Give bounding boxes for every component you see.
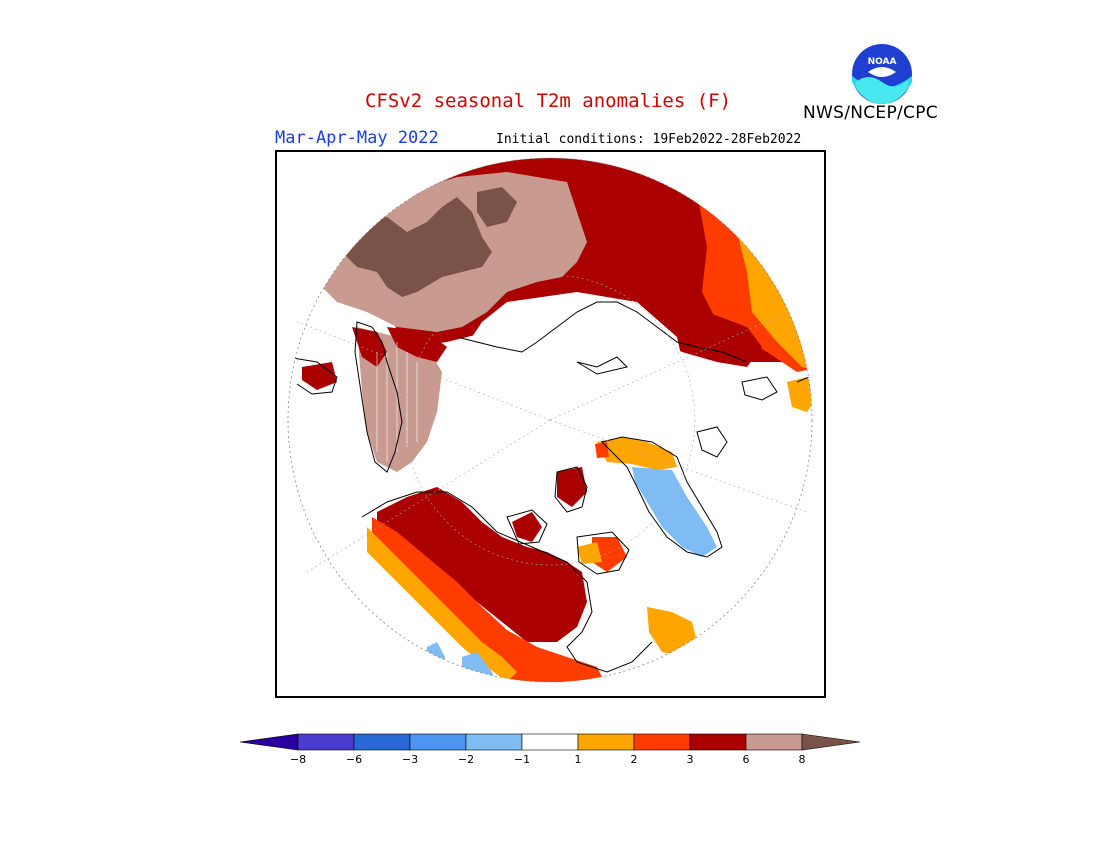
colorbar-tick-label: 6 xyxy=(743,753,750,766)
colorbar-swatch xyxy=(353,733,411,751)
anomaly-region-cool-siberia xyxy=(632,467,717,557)
colorbar-tick-label: 1 xyxy=(575,753,582,766)
colorbar-tick-label: −6 xyxy=(346,753,362,766)
colorbar-swatch xyxy=(521,733,579,751)
colorbar-tick-label: −8 xyxy=(290,753,306,766)
colorbar-swatch xyxy=(297,733,355,751)
colorbar-tick-label: 2 xyxy=(631,753,638,766)
colorbar-swatch xyxy=(577,733,635,751)
colorbar-arrow-left xyxy=(239,733,299,751)
colorbar-tick-label: −1 xyxy=(514,753,530,766)
noaa-logo-icon: NOAA xyxy=(852,44,912,104)
noaa-logo-text: NOAA xyxy=(868,57,897,67)
anomaly-region-north-america xyxy=(377,487,587,642)
colorbar-swatch xyxy=(689,733,747,751)
colorbar-swatch xyxy=(409,733,467,751)
page-title: CFSv2 seasonal T2m anomalies (F) xyxy=(364,90,732,112)
colorbar-tick-label: 8 xyxy=(799,753,806,766)
initial-conditions-label: Initial conditions: 19Feb2022-28Feb2022 xyxy=(496,132,802,147)
colorbar-tick-label: −3 xyxy=(402,753,418,766)
polar-map xyxy=(287,157,813,683)
colorbar-arrow-right xyxy=(801,733,861,751)
colorbar-tick-label: 3 xyxy=(687,753,694,766)
colorbar-swatch xyxy=(633,733,691,751)
agency-label: NWS/NCEP/CPC xyxy=(803,103,938,123)
season-label: Mar-Apr-May 2022 xyxy=(275,128,439,148)
colorbar-tick-label: −2 xyxy=(458,753,474,766)
colorbar-swatch xyxy=(465,733,523,751)
colorbar-swatch xyxy=(745,733,803,751)
map-panel xyxy=(275,150,826,698)
